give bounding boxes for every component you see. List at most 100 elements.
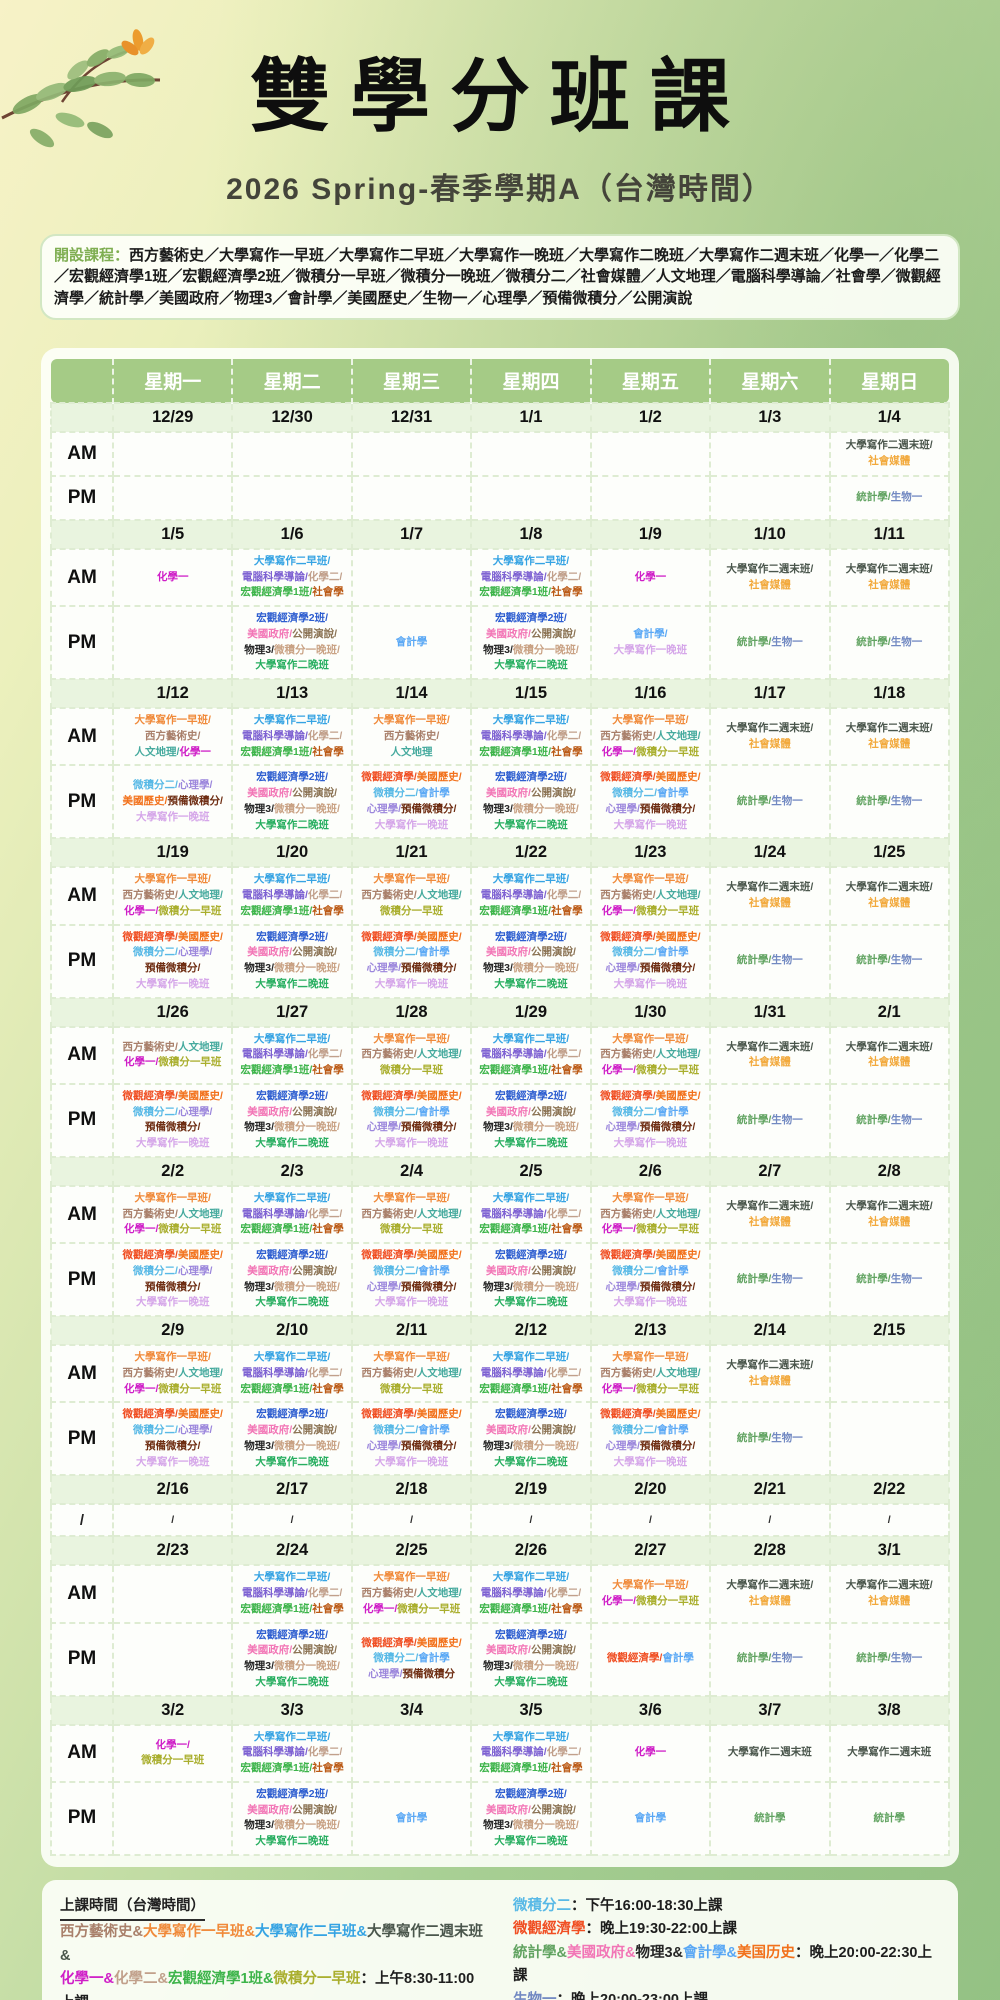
course-entry: 美國歷史/ [416,1249,462,1262]
schedule-cell [589,430,712,477]
period-label-cell: PM [50,1780,114,1856]
course-entry: 統計學/ [736,1432,772,1445]
course-entry: 社會媒體 [868,1215,911,1228]
course-entry: 化學二/ [307,1207,343,1220]
page-subtitle: 2026 Spring-春季學期A（台灣時間） [226,173,774,206]
course-entry: 大學寫作二週末班/ [845,1579,933,1592]
date-cell: 1/31 [709,996,831,1028]
class-times-left-lines: 西方藝術史&大學寫作一早班&大學寫作二早班&大學寫作二週末班& 化學一&化學二&宏… [60,1921,487,2000]
schedule-cell [111,1564,234,1624]
course-entry: 微積分一早班 [273,1971,361,1988]
class-time-line: 微觀經濟學：晚上19:30-22:00上課 [513,1918,940,1941]
course-entry: 預備微積分 [402,1668,456,1681]
class-time-line: 西方藝術史&大學寫作一早班&大學寫作二早班&大學寫作二週末班& [60,1921,487,1968]
date-cell: 1/12 [111,678,234,710]
course-entry: 大學寫作二晚班 [494,1296,568,1309]
course-entry: 預備微積分/ [145,1280,201,1293]
course-entry: 西方藝術史/ [361,889,417,902]
course-entry: 美國政府/ [247,787,293,800]
schedule-cell: 大學寫作二早班/電腦科學導論/化學二/宏觀經濟學1班/社會學 [470,707,592,767]
date-cell: 3/5 [470,1694,592,1726]
schedule-cell: 大學寫作二早班/電腦科學導論/化學二/宏觀經濟學1班/社會學 [470,1564,592,1624]
course-entry: 心理學/ [605,1439,640,1452]
course-entry: 大學寫作二晚班 [494,818,568,831]
course-entry: 大學寫作二早班/ [492,1351,570,1364]
date-cell: 1/28 [350,996,473,1028]
course-entry: 大學寫作二早班/ [492,1191,570,1204]
schedule-cell: 宏觀經濟學2班/美國政府/公開演說/物理3/微積分一晚班/大學寫作二晚班 [470,764,592,840]
course-entry: / [290,1513,294,1526]
course-entry: 生物一 [890,954,923,967]
period-label-cell: PM [50,764,114,840]
schedule-cell: 大學寫作二週末班/社會媒體 [828,1184,951,1245]
course-entry: 化學二/ [307,1587,343,1600]
course-entry: 生物一 [771,1272,803,1285]
course-entry: 美國歷史/ [416,930,462,943]
date-cell: 1/2 [589,401,712,433]
course-entry: 微積分一早班 [636,1223,700,1236]
course-entry: 化學一/ [124,904,159,917]
course-entry: 宏觀經濟學1班/ [240,1762,313,1775]
course-entry: 人文地理/ [416,889,462,902]
course-entry: 大學寫作二早班/ [492,1032,570,1045]
course-entry: 公開演說/ [530,787,576,800]
course-entry: 化學二/ [307,729,343,742]
course-entry: 物理3/ [483,962,513,975]
schedule-cell: 微觀經濟學/美國歷史/微積分二/心理學/預備微積分/大學寫作一晚班 [111,1082,234,1158]
schedule-table-body: 12/29 12/30 12/31 1/1 1/2 1/3 1/4 AM 大學寫作二週末班/社會… [50,401,951,1856]
course-entry: 美國政府/ [486,787,531,800]
day-header-cell: 星期五 [589,358,711,403]
course-entry: 大學寫作二早班/ [492,714,570,727]
schedule-cell: 統計學 [828,1780,951,1856]
course-entry: 大學寫作一晚班 [135,977,210,990]
course-entry: 大學寫作二週末班/ [726,881,814,894]
course-entry: 會計學 [418,1652,450,1665]
course-entry: 化學二/ [307,889,343,902]
course-entry: 西方藝術史/ [361,1587,417,1600]
course-entry: 化學一 [634,570,667,583]
course-entry: 社會媒體 [748,1595,791,1608]
course-entry: 公開演說/ [530,1644,576,1657]
course-entry: 心理學/ [366,802,402,815]
course-entry: 西方藝術史& [60,1924,143,1941]
course-entry: 大學寫作二晚班 [255,1137,329,1150]
course-entry: 社會學 [551,1762,583,1775]
course-entry: 大學寫作一晚班 [613,1137,688,1150]
course-entry: 微觀經濟學/ [361,1249,417,1262]
course-entry: 社會學 [551,745,583,758]
schedule-cell: 統計學 [709,1780,831,1856]
course-entry: 宏觀經濟學1班/ [479,1602,552,1615]
course-entry: 微觀經濟學/ [122,1408,178,1421]
course-entry: 微積分一晚班/ [512,1660,579,1673]
course-entry: 物理3/ [483,802,513,815]
course-entry: 預備微積分/ [639,962,696,975]
course-entry: 公開演說/ [530,946,576,959]
date-label-cell [50,837,114,869]
course-entry: 大學寫作一晚班 [613,977,688,990]
schedule-cell: 大學寫作二早班/電腦科學導論/化學二/宏觀經濟學1班/社會學 [231,866,353,926]
course-entry: 美國政府/ [486,946,531,959]
course-entry: 公開演說/ [292,1803,338,1816]
course-entry: 預備微積分/ [145,1121,201,1134]
schedule-cell: 宏觀經濟學2班/美國政府/公開演說/物理3/微積分一晚班/大學寫作二晚班 [470,1621,592,1697]
course-entry: 預備微積分/ [401,962,457,975]
course-entry: 電腦科學導論/ [241,729,308,742]
schedule-cell: 化學一 [111,547,234,608]
course-entry: 宏觀經濟學1班/ [240,586,313,599]
course-entry: 化學一/ [124,1056,159,1069]
course-entry: 大學寫作一早班/ [612,1191,689,1204]
course-entry: 生物一 [771,795,803,808]
course-entry: 微積分二/ [612,1105,658,1118]
course-entry: 大學寫作二週末班/ [845,439,933,452]
course-entry: 化學二/ [546,570,582,583]
course-entry: 大學寫作二晚班 [255,977,329,990]
course-entry: 統計學 [873,1811,906,1824]
schedule-cell: 微觀經濟學/美國歷史/微積分二/會計學 心理學/預備微積分 [350,1621,473,1697]
course-entry: 微積分一晚班/ [274,1121,340,1134]
course-entry: 宏觀經濟學2班/ [256,930,329,943]
course-entry: 大學寫作一早班/ [612,714,689,727]
course-entry: 電腦科學導論/ [241,889,308,902]
course-entry: 會計學& [683,1944,737,1961]
course-entry: 化學一/ [124,1382,159,1395]
course-entry: 微觀經濟學/ [600,1408,656,1421]
